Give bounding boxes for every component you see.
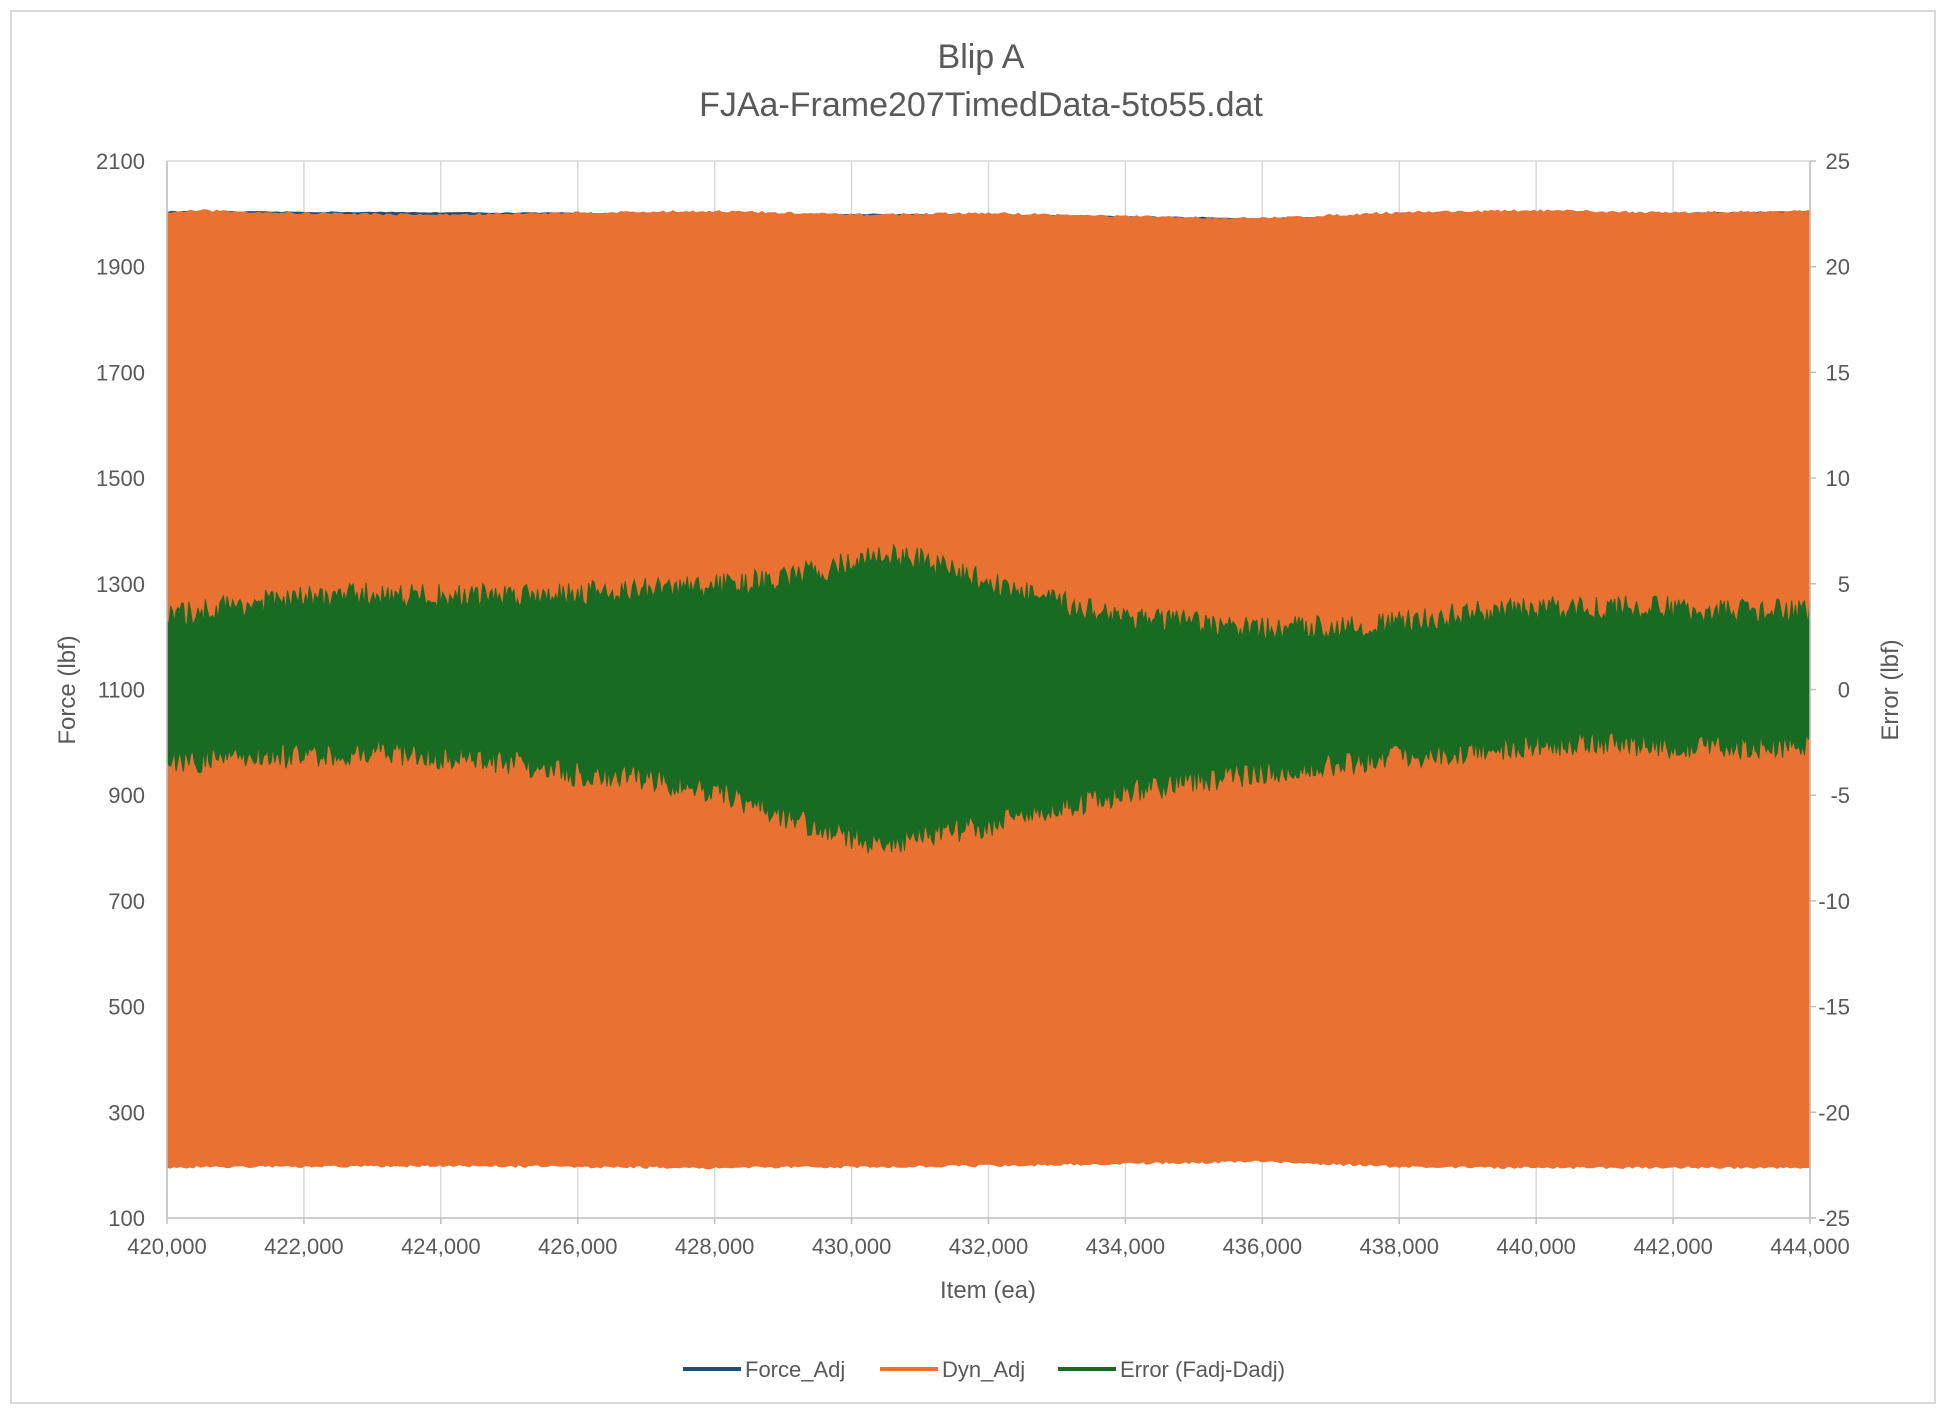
y-tick-label: 2100 — [96, 149, 145, 174]
x-axis-title: Item (ea) — [940, 1277, 1036, 1304]
y-tick-label: 300 — [108, 1100, 145, 1125]
x-tick-label: 422,000 — [264, 1234, 344, 1259]
y2-axis-title: Error (lbf) — [1877, 639, 1904, 740]
x-tick-label: 438,000 — [1359, 1234, 1439, 1259]
y2-tick-label: 20 — [1826, 255, 1850, 280]
axis-layer: 420,000 422,000 424,000 426,000 428,000 430,0… — [96, 149, 1850, 1259]
y-tick-label: 1500 — [96, 466, 145, 491]
y-tick-label: 500 — [108, 995, 145, 1020]
y2-tick-label: 5 — [1838, 572, 1850, 597]
y-tick-label: 900 — [108, 783, 145, 808]
plot-layer — [166, 209, 1811, 1170]
chart-title: Blip A — [938, 38, 1025, 76]
legend-label: Dyn_Adj — [942, 1357, 1025, 1382]
legend: Force_Adj Dyn_Adj Error (Fadj-Dadj) — [683, 1357, 1285, 1382]
y-tick-label: 1100 — [98, 678, 145, 703]
y2-tick-label: 25 — [1826, 149, 1850, 174]
x-tick-label: 442,000 — [1633, 1234, 1713, 1259]
y2-tick-label: -15 — [1818, 995, 1850, 1020]
x-tick-label: 424,000 — [401, 1234, 481, 1259]
x-tick-label: 430,000 — [812, 1234, 892, 1259]
x-tick-label: 440,000 — [1496, 1234, 1576, 1259]
y-tick-label: 1900 — [96, 255, 145, 280]
x-tick-label: 434,000 — [1086, 1234, 1166, 1259]
y2-tick-label: -10 — [1818, 889, 1850, 914]
y-tick-label: 1300 — [96, 572, 145, 597]
y2-tick-label: -20 — [1818, 1100, 1850, 1125]
y2-tick-label: -25 — [1818, 1206, 1850, 1231]
y-tick-label: 1700 — [96, 360, 145, 385]
y2-tick-label: -5 — [1830, 783, 1850, 808]
x-tick-label: 428,000 — [675, 1234, 755, 1259]
legend-label: Force_Adj — [745, 1357, 845, 1382]
x-tick-label: 420,000 — [127, 1234, 207, 1259]
x-tick-label: 432,000 — [949, 1234, 1029, 1259]
y-tick-label: 700 — [108, 889, 145, 914]
y2-tick-label: 0 — [1838, 678, 1850, 703]
x-tick-label: 426,000 — [538, 1234, 618, 1259]
x-tick-label: 444,000 — [1770, 1234, 1850, 1259]
y2-tick-label: 10 — [1826, 466, 1850, 491]
x-tick-label: 436,000 — [1223, 1234, 1303, 1259]
y-tick-label: 100 — [108, 1206, 145, 1231]
y-axis-title: Force (lbf) — [54, 635, 81, 744]
legend-label: Error (Fadj-Dadj) — [1120, 1357, 1285, 1382]
y2-tick-label: 15 — [1826, 360, 1850, 385]
chart-subtitle: FJAa-Frame207TimedData-5to55.dat — [699, 86, 1263, 124]
